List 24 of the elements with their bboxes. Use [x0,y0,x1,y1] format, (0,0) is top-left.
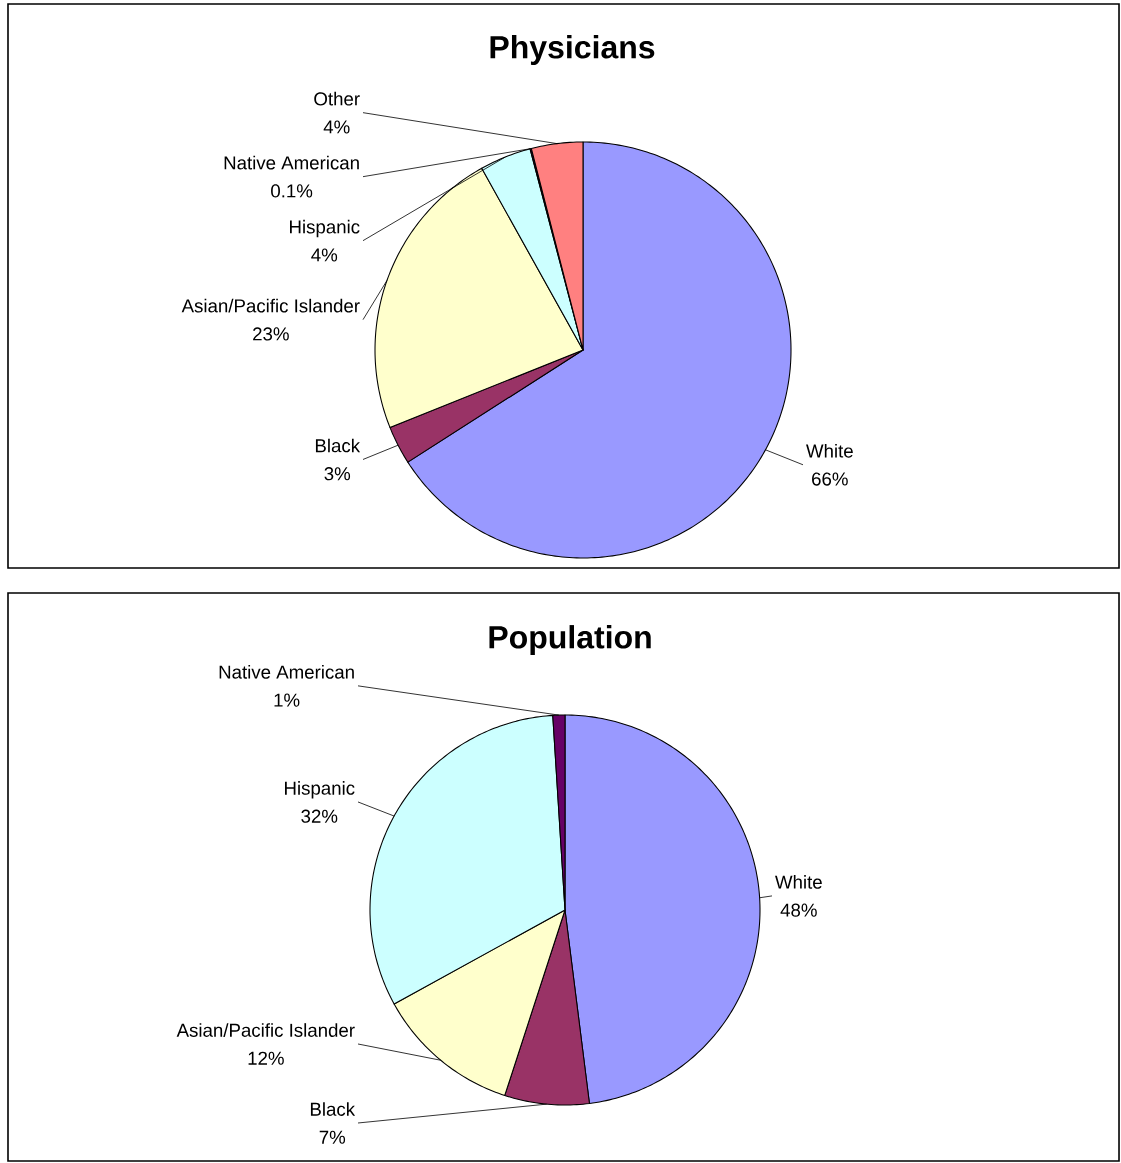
data-label: 3% [324,467,351,481]
slice-label: Black [315,438,361,453]
data-label: 4% [311,248,338,262]
chart-title: Population [489,625,651,655]
slice-label: White [775,875,822,889]
slice-label: Native American [219,665,354,679]
data-label: 4% [323,120,350,134]
slice-label: Hispanic [290,219,360,238]
data-label: 1% [274,693,300,707]
slice-label: Asian/Pacific Islander [176,1023,355,1037]
slice-label: Other [314,91,360,106]
data-label: 12% [248,1051,284,1065]
slice-label: Black [310,1102,356,1116]
data-label: 32% [301,809,338,823]
data-label: 23% [253,327,289,341]
data-label: 0.1% [271,184,313,198]
slice-label: White [806,443,853,458]
chart-title: Physicians [490,35,655,65]
slice-label: Hispanic [285,781,355,799]
data-label: 66% [812,472,848,486]
data-label: 48% [780,903,817,917]
slice-label: Asian/Pacific Islander [181,298,360,313]
data-label: 7% [319,1130,346,1144]
slice-label: Native American [224,155,359,170]
